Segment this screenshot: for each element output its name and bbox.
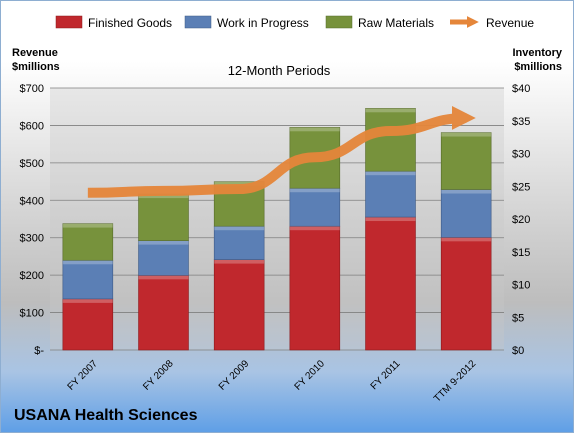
left-axis-label-line2: $millions [12, 61, 60, 73]
right-tick-label: $0 [512, 345, 524, 357]
left-tick-label: $500 [20, 158, 44, 170]
revenue-line-group [87, 105, 476, 198]
left-tick-label: $100 [20, 308, 44, 320]
left-tick-label: $400 [20, 195, 44, 207]
left-tick-label: $700 [20, 83, 44, 95]
bar-highlight [441, 189, 492, 194]
bar-highlight [214, 181, 265, 186]
legend-label-work-in-progress: Work in Progress [217, 16, 309, 30]
bar-highlight [138, 240, 189, 245]
bar-work-in-progress [213, 225, 265, 260]
left-tick-label: $200 [20, 270, 44, 282]
bar-finished-goods [289, 225, 341, 351]
right-tick-label: $20 [512, 214, 530, 226]
bar-raw-materials [62, 223, 114, 261]
x-tick-label: FY 2008 [141, 358, 176, 393]
bar-work-in-progress [365, 170, 416, 218]
chart-title: 12-Month Periods [228, 63, 331, 78]
right-tick-label: $5 [512, 312, 524, 324]
bar-highlight [62, 298, 113, 303]
x-tick-label: FY 2009 [217, 358, 252, 393]
bar-highlight [138, 194, 189, 199]
right-tick-label: $15 [512, 247, 530, 259]
legend-label-revenue: Revenue [486, 16, 534, 30]
bar-highlight [441, 132, 492, 137]
left-axis-ticks: $- $100 $200 $300 $400 $500 $600 $700 [20, 83, 45, 357]
bar-raw-materials [138, 193, 189, 241]
legend-label-raw-materials: Raw Materials [358, 16, 434, 30]
bar-finished-goods [440, 237, 492, 351]
bar-raw-materials [365, 108, 416, 172]
bar-work-in-progress [440, 189, 492, 238]
right-axis-label-line1: Inventory [512, 47, 562, 59]
bar-highlight [214, 259, 265, 264]
legend-label-finished-goods: Finished Goods [88, 16, 172, 30]
bar-highlight [441, 237, 492, 242]
x-tick-label: TTM 9-2012 [432, 358, 479, 405]
x-tick-label: FY 2007 [66, 358, 101, 393]
bar-highlight [365, 171, 416, 176]
bar-highlight [214, 226, 265, 231]
bar-highlight [289, 127, 340, 132]
right-tick-label: $25 [512, 181, 530, 193]
bar-finished-goods [213, 259, 265, 351]
left-tick-label: $300 [20, 233, 44, 245]
bar-work-in-progress [138, 240, 189, 276]
right-tick-label: $40 [512, 83, 530, 95]
bar-highlight [62, 260, 113, 265]
x-tick-label: FY 2010 [293, 358, 328, 393]
right-tick-label: $30 [512, 149, 530, 161]
left-axis-label-line1: Revenue [12, 47, 58, 59]
revenue-line [87, 105, 476, 198]
right-axis-label-line2: $millions [514, 61, 562, 73]
bar-series-group [62, 108, 492, 351]
left-tick-label: $- [34, 345, 44, 357]
bar-highlight [365, 108, 416, 113]
legend-swatch-finished-goods [55, 15, 83, 29]
bar-finished-goods [138, 275, 189, 351]
bar-work-in-progress [289, 187, 341, 227]
right-tick-label: $35 [512, 116, 530, 128]
legend-swatch-raw-materials [325, 15, 353, 29]
bar-work-in-progress [62, 259, 114, 300]
bar-highlight [289, 226, 340, 231]
bar-finished-goods [365, 216, 416, 351]
bar-highlight [289, 188, 340, 193]
right-axis-ticks: $0 $5 $10 $15 $20 $25 $30 $35 $40 [512, 83, 530, 357]
bar-finished-goods [62, 298, 114, 351]
company-name: USANA Health Sciences [14, 407, 198, 424]
x-axis-labels: FY 2007 FY 2008 FY 2009 FY 2010 FY 2011 TTM 9… [66, 358, 479, 405]
legend: Finished Goods Work in Progress Raw Mate… [55, 15, 534, 30]
bar-highlight [62, 223, 113, 228]
bar-highlight [138, 275, 189, 280]
plot-area [50, 88, 504, 350]
left-tick-label: $600 [20, 120, 44, 132]
bar-raw-materials [440, 132, 492, 190]
bar-highlight [365, 217, 416, 222]
right-tick-label: $10 [512, 280, 530, 292]
legend-swatch-work-in-progress [184, 15, 212, 29]
x-tick-label: FY 2011 [369, 358, 403, 392]
